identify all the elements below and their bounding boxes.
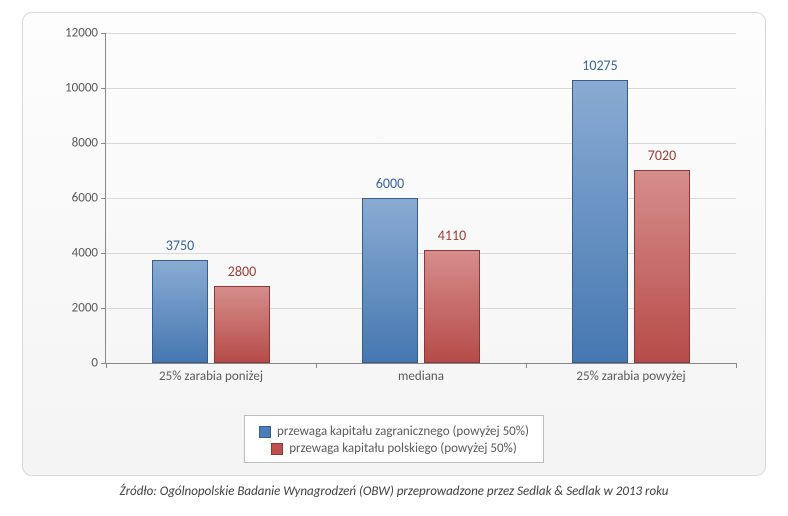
legend-item: przewaga kapitału polskiego (powyżej 50%… (259, 441, 529, 456)
x-tick (736, 363, 737, 368)
bar (634, 170, 690, 363)
y-tick-label: 10000 (65, 81, 98, 96)
y-tick (101, 88, 106, 89)
y-tick (101, 198, 106, 199)
legend-swatch (259, 426, 271, 438)
y-tick-label: 2000 (72, 301, 98, 316)
bar-value-label: 10275 (582, 57, 617, 74)
chart-card: 0 2000 4000 6000 8000 10000 12000 25% zarabia p… (22, 12, 766, 476)
bar (572, 80, 628, 363)
source-caption: Źródło: Ogólnopolskie Badanie Wynagrodze… (0, 484, 788, 499)
y-tick-label: 0 (91, 356, 98, 371)
x-category-label: 25% zarabia powyżej (576, 369, 685, 384)
gridline (106, 33, 736, 34)
x-category-label: 25% zarabia poniżej (159, 369, 263, 384)
bar (214, 286, 270, 363)
y-tick-label: 4000 (72, 246, 98, 261)
bar-value-label: 4110 (438, 227, 466, 244)
x-category-label: mediana (398, 369, 444, 384)
x-tick (526, 363, 527, 368)
gridline (106, 143, 736, 144)
y-tick-label: 12000 (65, 26, 98, 41)
y-tick (101, 33, 106, 34)
legend-swatch (271, 443, 283, 455)
bar-value-label: 2800 (228, 263, 256, 280)
bar-value-label: 3750 (166, 237, 194, 254)
y-tick (101, 308, 106, 309)
bar (152, 260, 208, 363)
bar (424, 250, 480, 363)
gridline (106, 88, 736, 89)
y-tick (101, 253, 106, 254)
bar-value-label: 6000 (376, 175, 404, 192)
plot-area: 02000400060008000100001200025% zarabia p… (105, 33, 736, 364)
legend-label: przewaga kapitału polskiego (powyżej 50%… (289, 441, 517, 456)
legend-label: przewaga kapitału zagranicznego (powyżej… (277, 424, 529, 439)
bar-value-label: 7020 (648, 147, 676, 164)
x-tick (106, 363, 107, 368)
y-tick (101, 143, 106, 144)
bar (362, 198, 418, 363)
y-tick-label: 8000 (72, 136, 98, 151)
y-tick-label: 6000 (72, 191, 98, 206)
legend-item: przewaga kapitału zagranicznego (powyżej… (259, 424, 529, 439)
legend: przewaga kapitału zagranicznego (powyżej… (244, 415, 544, 463)
x-tick (316, 363, 317, 368)
